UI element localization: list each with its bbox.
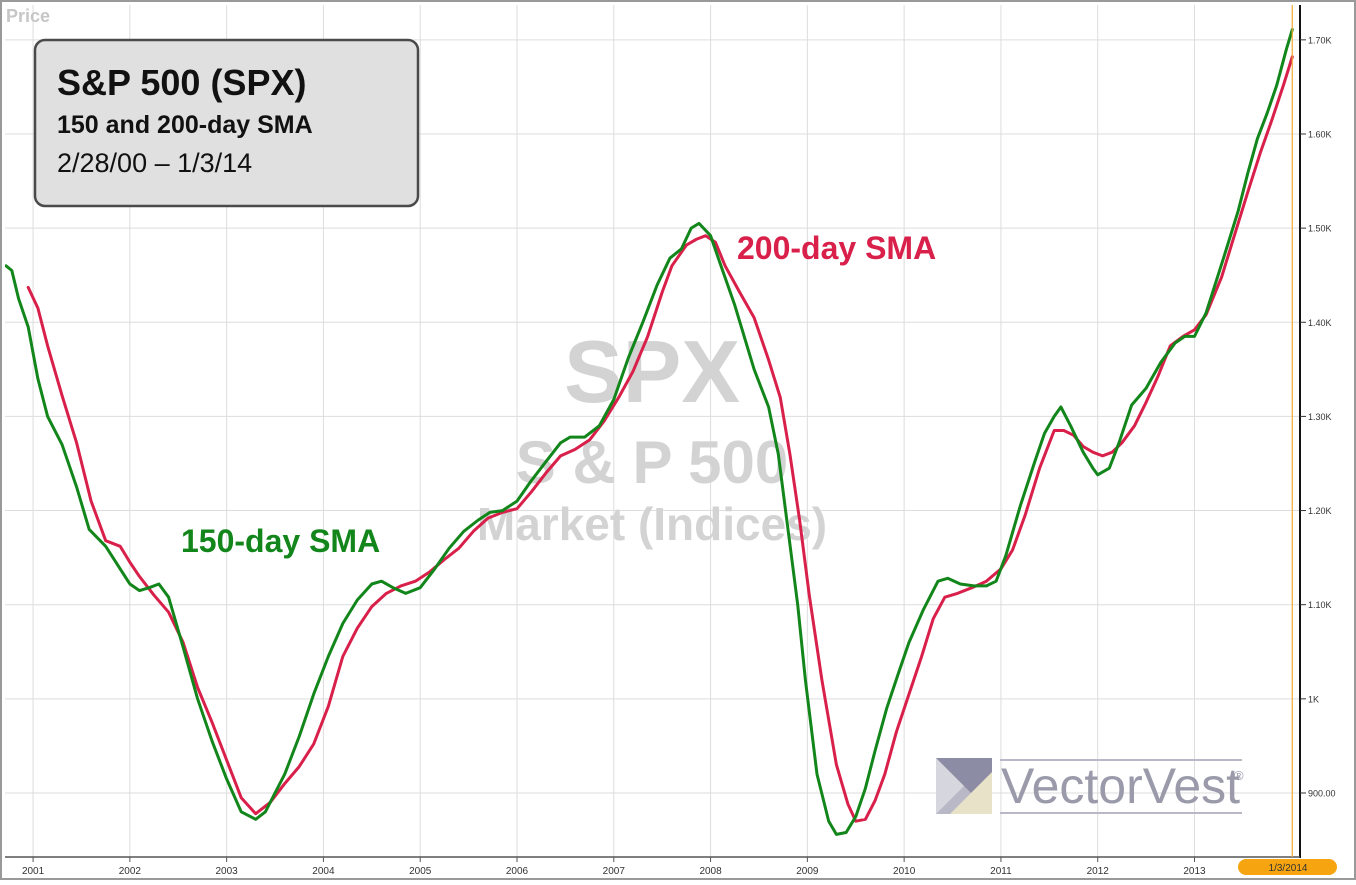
chart-subtitle: 150 and 200-day SMA — [57, 111, 313, 139]
x-axis-ticks: 2001 2002 2003 2004 2005 2006 2007 2008 2009 2010… — [22, 857, 1206, 877]
y-tick-label: 1.70K — [1308, 35, 1332, 45]
y-tick-label: 1K — [1308, 694, 1319, 704]
y-axis-ticks: 900.00 1K 1.10K 1.20K 1.30K 1.40K 1.50K 1.60K 1.… — [1300, 35, 1336, 798]
watermark-symbol: SPX — [564, 322, 740, 421]
x-tick-label: 2008 — [699, 866, 722, 877]
annotation-200-day-sma: 200-day SMA — [737, 230, 936, 266]
series-line-150-day-sma — [5, 28, 1294, 836]
price-axis-label: Price — [6, 6, 50, 26]
y-tick-label: 1.10K — [1308, 600, 1332, 610]
annotation-150-day-sma: 150-day SMA — [181, 523, 380, 559]
x-tick-label: 2009 — [796, 866, 819, 877]
x-tick-label: 2010 — [893, 866, 916, 877]
x-tick-label: 2006 — [506, 866, 529, 877]
y-tick-label: 1.30K — [1308, 412, 1332, 422]
y-tick-label: 1.20K — [1308, 506, 1332, 516]
current-date-badge: 1/3/2014 — [1238, 859, 1337, 875]
x-tick-label: 2005 — [409, 866, 432, 877]
chart-date-range: 2/28/00 – 1/3/14 — [57, 148, 252, 178]
x-tick-label: 2002 — [119, 866, 142, 877]
y-tick-label: 900.00 — [1308, 788, 1336, 798]
y-tick-label: 1.60K — [1308, 129, 1332, 139]
y-tick-label: 1.40K — [1308, 318, 1332, 328]
chart-title: S&P 500 (SPX) — [57, 62, 306, 103]
x-tick-label: 2013 — [1183, 866, 1206, 877]
vectorvest-logo-icon — [936, 758, 992, 814]
vectorvest-registered-mark: ® — [1234, 768, 1244, 783]
watermark: SPX S & P 500 Market (Indices) — [477, 322, 827, 550]
watermark-name: S & P 500 — [516, 429, 788, 496]
watermark-category: Market (Indices) — [477, 498, 827, 550]
x-tick-label: 2003 — [216, 866, 239, 877]
y-tick-label: 1.50K — [1308, 224, 1332, 234]
x-tick-label: 2007 — [603, 866, 626, 877]
vectorvest-logo: VectorVest ® — [936, 758, 1244, 814]
current-date-label: 1/3/2014 — [1269, 863, 1308, 874]
x-tick-label: 2011 — [990, 866, 1012, 877]
x-tick-label: 2012 — [1087, 866, 1110, 877]
title-box: S&P 500 (SPX) 150 and 200-day SMA 2/28/0… — [33, 38, 420, 208]
vectorvest-logo-text: VectorVest — [1001, 758, 1240, 814]
x-tick-label: 2004 — [312, 866, 335, 877]
x-tick-label: 2001 — [22, 866, 45, 877]
